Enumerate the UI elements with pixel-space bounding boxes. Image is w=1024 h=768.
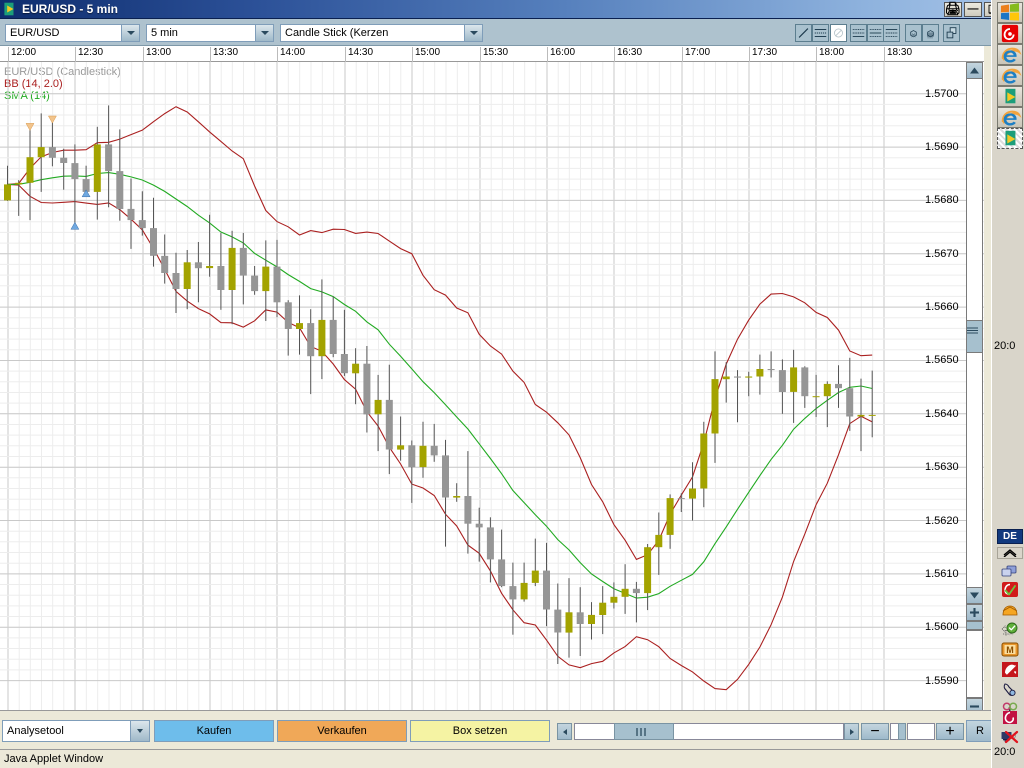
svg-text:M: M [1006,645,1014,655]
